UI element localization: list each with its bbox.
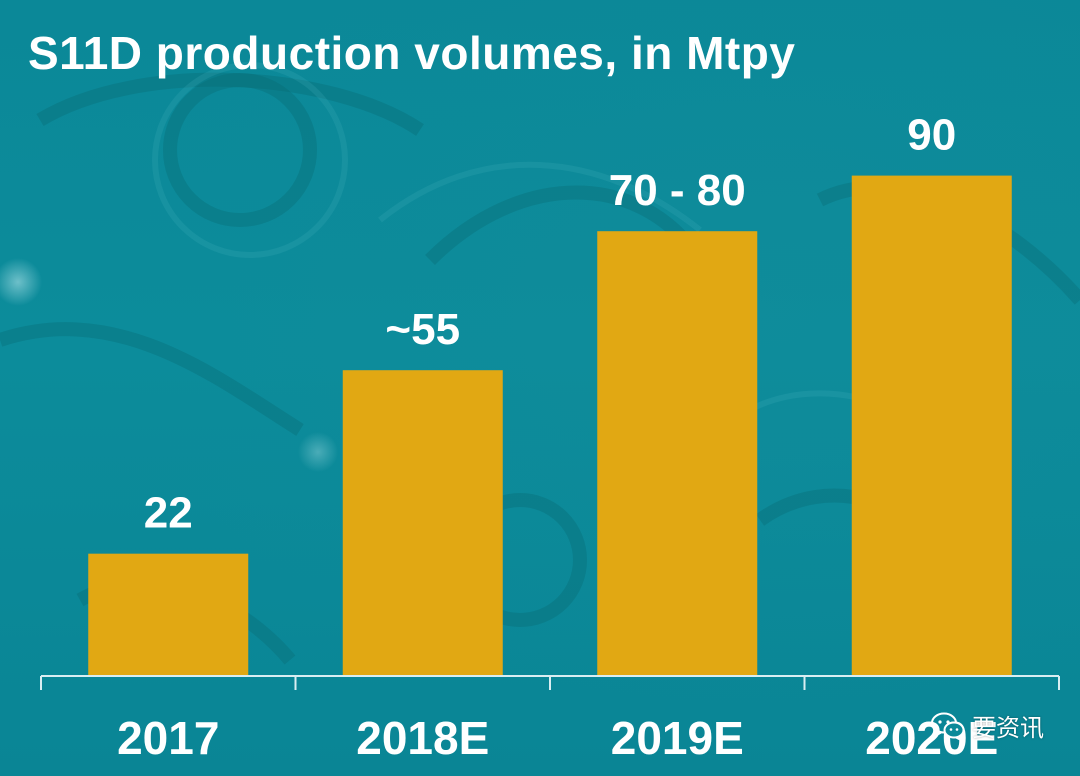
x-tick-labels-layer: 2017 2018E 2019E 2020E [117,712,998,764]
watermark-text: 要资讯 [972,714,1044,742]
watermark: 要资讯 [930,708,1044,743]
bar-2019E [597,231,758,676]
bar-2018E [342,370,503,676]
x-tick-label-2019E: 2019E [611,712,744,764]
x-axis [40,675,1060,690]
bar-2017 [88,553,249,676]
data-label-2019E: 70 - 80 [609,166,746,215]
data-label-2020E: 90 [907,111,956,160]
chart-title: S11D production volumes, in Mtpy [28,27,796,79]
wechat-icon [931,712,965,741]
x-tick-label-2017: 2017 [117,712,219,764]
bar-2020E [851,175,1012,676]
data-label-2017: 22 [144,489,193,538]
data-labels-layer: 22 ~55 70 - 80 90 [144,111,956,538]
data-label-2018E: ~55 [385,305,460,354]
x-tick-label-2018E: 2018E [356,712,489,764]
bars-layer [88,175,1012,676]
